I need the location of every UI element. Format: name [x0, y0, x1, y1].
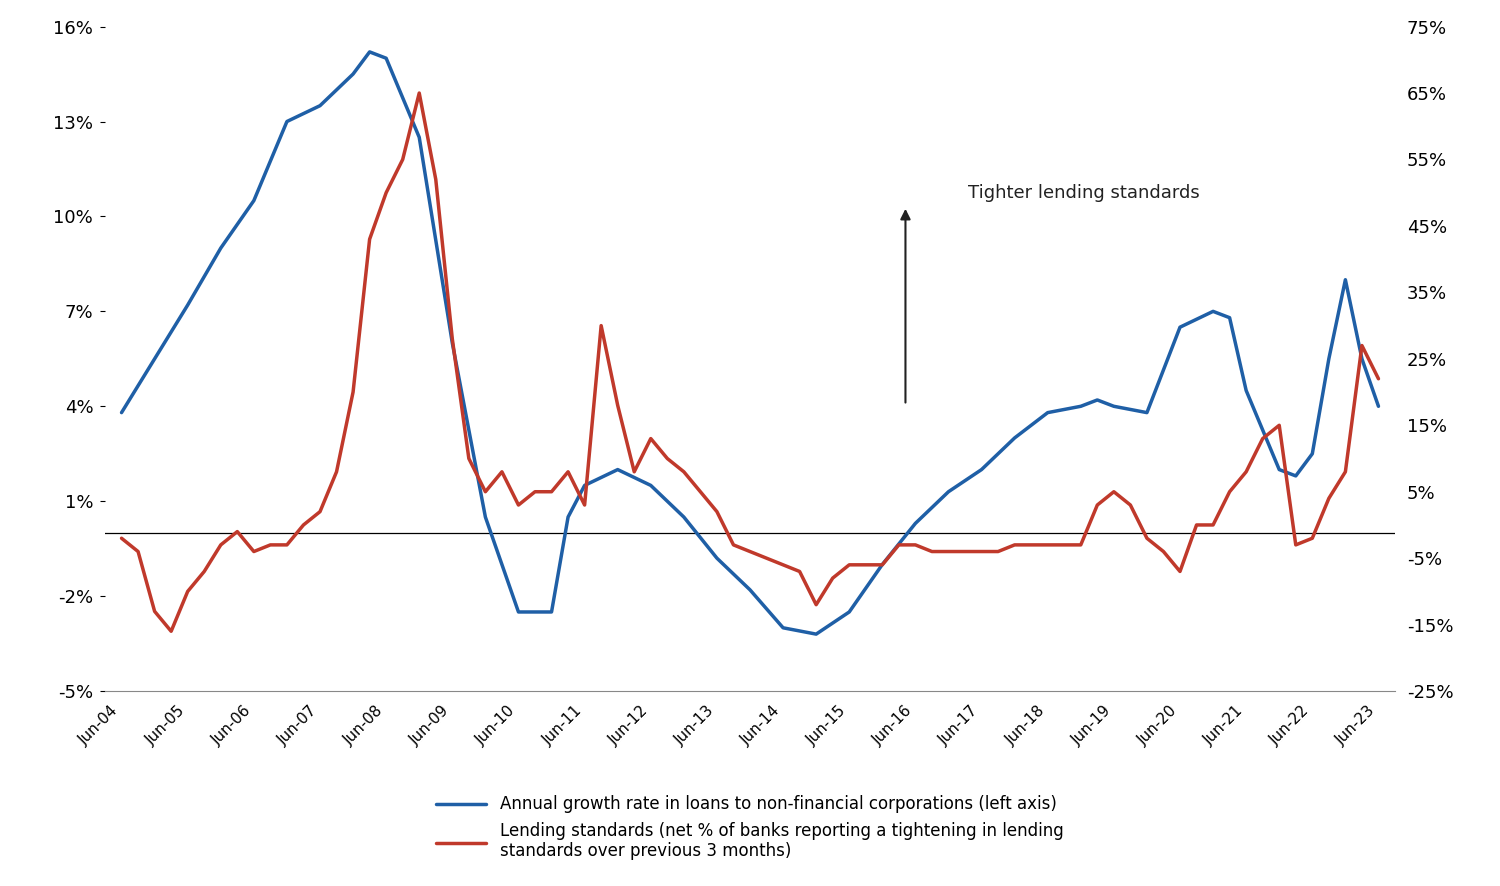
Annual growth rate in loans to non-financial corporations (left axis)	[741, 585, 759, 595]
Annual growth rate in loans to non-financial corporations (left axis)	[1287, 470, 1305, 481]
Annual growth rate in loans to non-financial corporations (left axis)	[1320, 354, 1338, 364]
Annual growth rate in loans to non-financial corporations (left axis)	[807, 629, 825, 640]
Text: Tighter lending standards: Tighter lending standards	[969, 183, 1200, 202]
Annual growth rate in loans to non-financial corporations (left axis)	[1005, 432, 1023, 443]
Annual growth rate in loans to non-financial corporations (left axis)	[360, 47, 378, 58]
Annual growth rate in loans to non-financial corporations (left axis)	[543, 607, 561, 618]
Annual growth rate in loans to non-financial corporations (left axis)	[906, 518, 924, 529]
Lending standards (net % of banks reporting a tightening in lending
standards over previous 3 months)	[376, 188, 394, 198]
Annual growth rate in loans to non-financial corporations (left axis)	[708, 553, 726, 563]
Lending standards (net % of banks reporting a tightening in lending
standards over previous 3 months)	[658, 454, 676, 464]
Annual growth rate in loans to non-financial corporations (left axis)	[477, 512, 495, 523]
Annual growth rate in loans to non-financial corporations (left axis)	[1238, 385, 1256, 396]
Legend: Annual growth rate in loans to non-financial corporations (left axis), Lending s: Annual growth rate in loans to non-finan…	[427, 787, 1072, 869]
Annual growth rate in loans to non-financial corporations (left axis)	[609, 464, 627, 475]
Annual growth rate in loans to non-financial corporations (left axis)	[1270, 464, 1288, 475]
Annual growth rate in loans to non-financial corporations (left axis)	[1072, 401, 1090, 412]
Annual growth rate in loans to non-financial corporations (left axis)	[972, 464, 990, 475]
Annual growth rate in loans to non-financial corporations (left axis)	[146, 354, 164, 364]
Annual growth rate in loans to non-financial corporations (left axis)	[112, 408, 130, 418]
Line: Lending standards (net % of banks reporting a tightening in lending
standards over previous 3 months): Lending standards (net % of banks report…	[122, 93, 1379, 632]
Annual growth rate in loans to non-financial corporations (left axis)	[576, 480, 594, 491]
Annual growth rate in loans to non-financial corporations (left axis)	[873, 559, 891, 570]
Lending standards (net % of banks reporting a tightening in lending
standards over previous 3 months)	[840, 560, 858, 571]
Annual growth rate in loans to non-financial corporations (left axis)	[211, 243, 230, 253]
Annual growth rate in loans to non-financial corporations (left axis)	[1370, 401, 1388, 412]
Annual growth rate in loans to non-financial corporations (left axis)	[1106, 401, 1124, 412]
Annual growth rate in loans to non-financial corporations (left axis)	[840, 607, 858, 618]
Lending standards (net % of banks reporting a tightening in lending
standards over previous 3 months)	[692, 486, 709, 497]
Annual growth rate in loans to non-financial corporations (left axis)	[376, 53, 394, 64]
Annual growth rate in loans to non-financial corporations (left axis)	[444, 338, 462, 348]
Annual growth rate in loans to non-financial corporations (left axis)	[178, 299, 196, 310]
Annual growth rate in loans to non-financial corporations (left axis)	[774, 623, 792, 633]
Annual growth rate in loans to non-financial corporations (left axis)	[642, 480, 660, 491]
Annual growth rate in loans to non-financial corporations (left axis)	[410, 132, 428, 143]
Annual growth rate in loans to non-financial corporations (left axis)	[939, 486, 957, 497]
Line: Annual growth rate in loans to non-financial corporations (left axis): Annual growth rate in loans to non-finan…	[122, 52, 1379, 634]
Lending standards (net % of banks reporting a tightening in lending
standards over previous 3 months)	[410, 88, 428, 98]
Annual growth rate in loans to non-financial corporations (left axis)	[1304, 448, 1322, 459]
Annual growth rate in loans to non-financial corporations (left axis)	[510, 607, 528, 618]
Annual growth rate in loans to non-financial corporations (left axis)	[1089, 394, 1107, 405]
Annual growth rate in loans to non-financial corporations (left axis)	[1336, 275, 1354, 285]
Annual growth rate in loans to non-financial corporations (left axis)	[675, 512, 693, 523]
Annual growth rate in loans to non-financial corporations (left axis)	[310, 100, 328, 111]
Annual growth rate in loans to non-financial corporations (left axis)	[1204, 306, 1222, 316]
Lending standards (net % of banks reporting a tightening in lending
standards over previous 3 months)	[576, 500, 594, 510]
Annual growth rate in loans to non-financial corporations (left axis)	[1221, 313, 1239, 323]
Lending standards (net % of banks reporting a tightening in lending
standards over previous 3 months)	[162, 626, 180, 637]
Annual growth rate in loans to non-financial corporations (left axis)	[278, 116, 296, 127]
Annual growth rate in loans to non-financial corporations (left axis)	[1138, 408, 1156, 418]
Annual growth rate in loans to non-financial corporations (left axis)	[344, 69, 362, 80]
Annual growth rate in loans to non-financial corporations (left axis)	[1172, 322, 1190, 332]
Annual growth rate in loans to non-financial corporations (left axis)	[1038, 408, 1056, 418]
Lending standards (net % of banks reporting a tightening in lending
standards over previous 3 months)	[112, 533, 130, 544]
Lending standards (net % of banks reporting a tightening in lending
standards over previous 3 months)	[560, 467, 578, 478]
Annual growth rate in loans to non-financial corporations (left axis)	[1353, 354, 1371, 364]
Annual growth rate in loans to non-financial corporations (left axis)	[560, 512, 578, 523]
Annual growth rate in loans to non-financial corporations (left axis)	[244, 195, 262, 206]
Lending standards (net % of banks reporting a tightening in lending
standards over previous 3 months)	[1370, 374, 1388, 385]
